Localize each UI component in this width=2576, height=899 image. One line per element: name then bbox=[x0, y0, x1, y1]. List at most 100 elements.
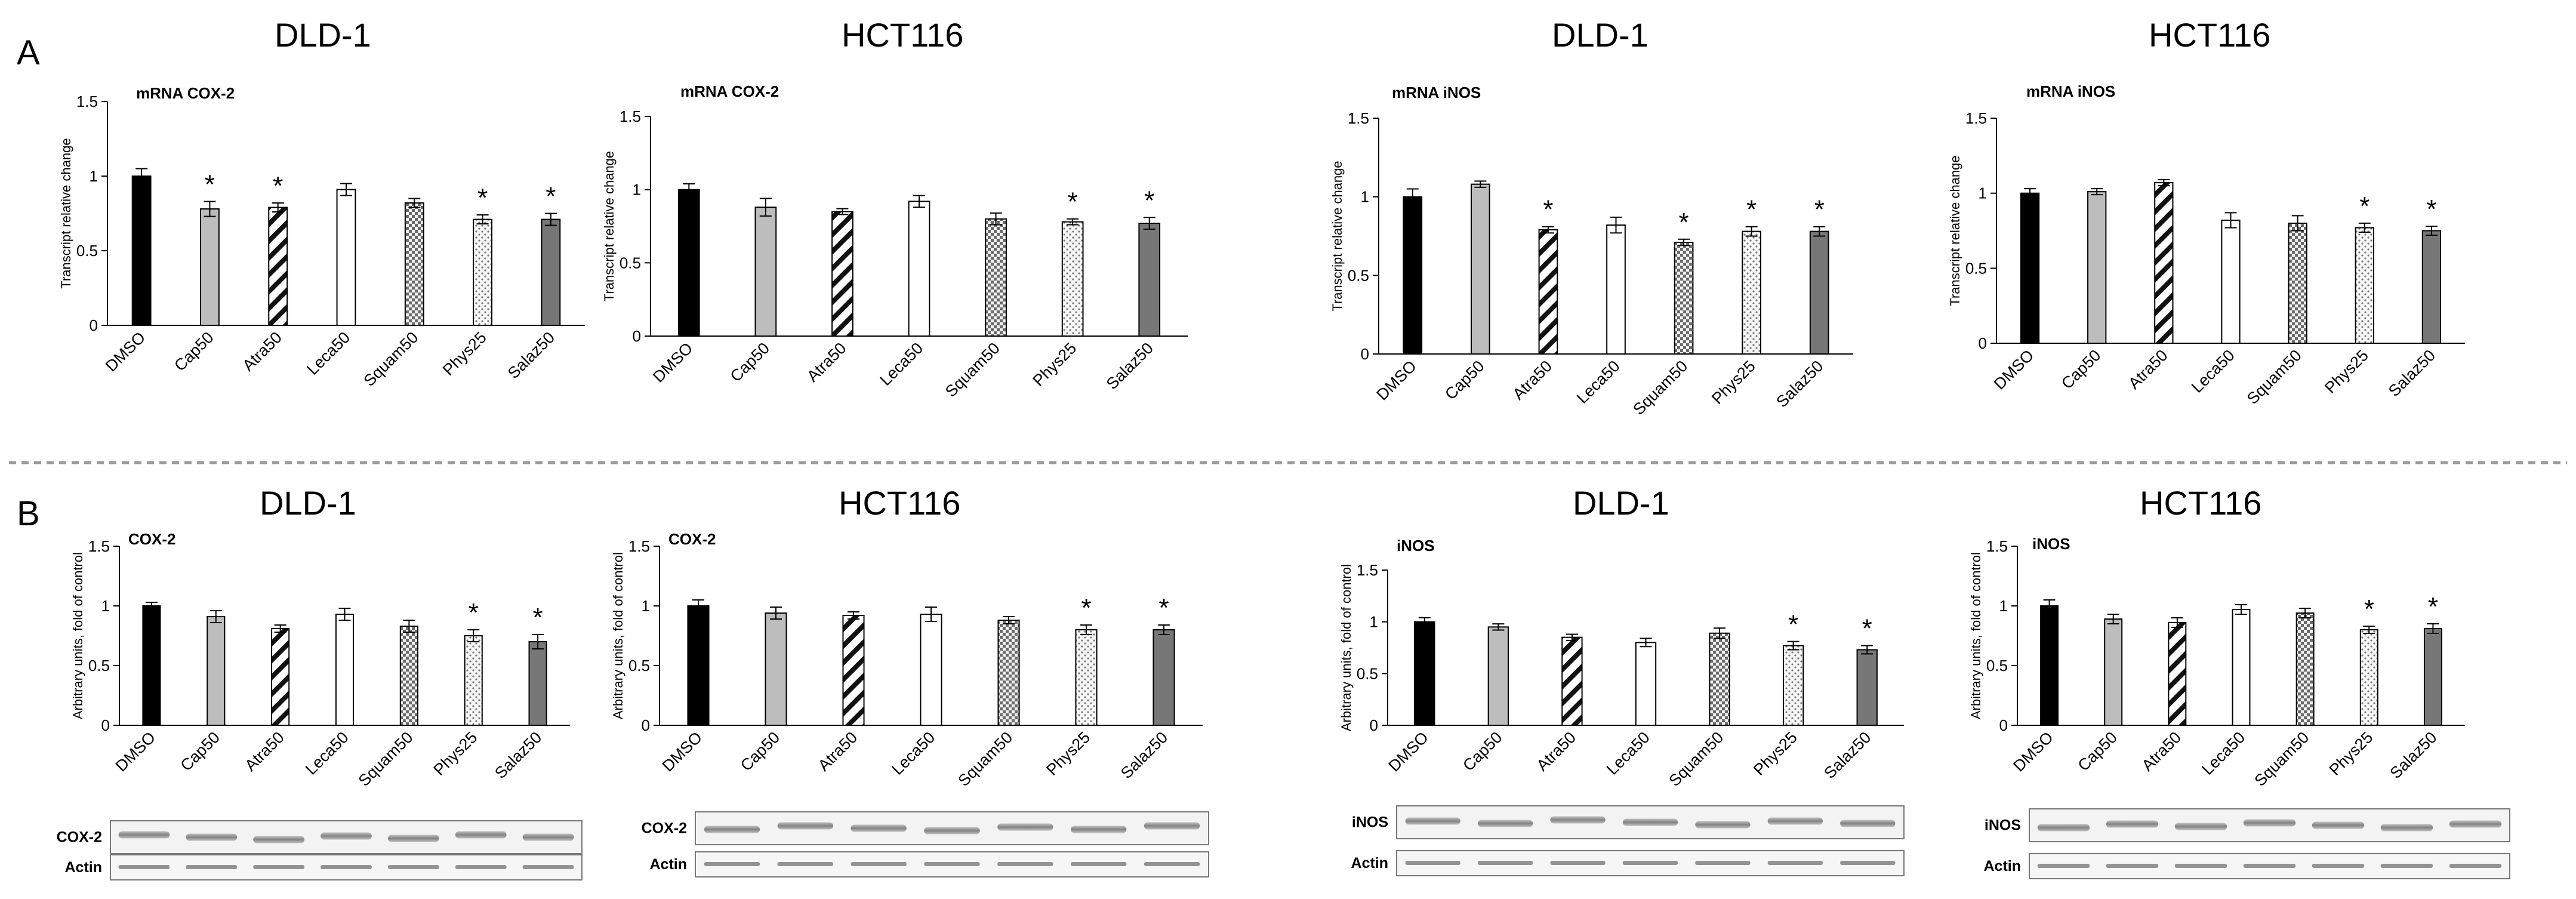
y-axis-label: Transcript relative change bbox=[1948, 155, 1962, 306]
x-tick-label: Phys25 bbox=[430, 728, 481, 779]
significance-marker: * bbox=[1158, 593, 1169, 623]
bar-salaz50 bbox=[2421, 230, 2442, 344]
y-tick-label: 1.5 bbox=[1348, 109, 1369, 127]
y-tick-label: 0 bbox=[101, 716, 110, 734]
blot-band-actin bbox=[1478, 861, 1533, 865]
bar-dmso bbox=[687, 605, 710, 726]
blot-band-actin bbox=[118, 865, 170, 869]
chart-title: DLD-1 bbox=[1552, 16, 1648, 54]
bar-cap50 bbox=[1471, 183, 1490, 355]
y-tick-label: 0.5 bbox=[628, 657, 650, 675]
blot-band-actin bbox=[321, 865, 372, 869]
x-tick-label: Atra50 bbox=[815, 728, 861, 774]
bar-atra50 bbox=[2168, 622, 2187, 726]
chart-title: HCT116 bbox=[2149, 16, 2270, 54]
blot-band-actin bbox=[455, 865, 507, 869]
significance-marker: * bbox=[469, 598, 479, 627]
x-tick-label: Squam50 bbox=[1629, 357, 1691, 418]
chart-1: DLD-1 mRNA COX-2 0 0.5 1 1.5 Transcript relati… bbox=[58, 16, 585, 390]
bar-atra50 bbox=[1561, 636, 1583, 726]
bar-salaz50 bbox=[541, 218, 561, 326]
bar-phys25 bbox=[1075, 629, 1098, 726]
y-tick-label: 0 bbox=[1370, 716, 1378, 734]
blot-band-target bbox=[777, 822, 833, 830]
bar-leca50 bbox=[336, 189, 356, 326]
blot-band-target bbox=[2106, 820, 2159, 828]
blot-band-actin bbox=[1144, 862, 1200, 866]
significance-marker: * bbox=[1814, 195, 1825, 224]
x-tick-label: DMSO bbox=[1385, 728, 1432, 775]
bar-phys25 bbox=[473, 218, 493, 326]
blot-label-actin: Actin bbox=[1984, 858, 2022, 875]
blot-band-target bbox=[1622, 818, 1678, 826]
blot-band-target bbox=[2243, 819, 2296, 827]
y-tick-label: 0 bbox=[1979, 334, 1987, 352]
y-axis-label: Arbitrary units, fold of control bbox=[611, 552, 625, 719]
blot-band-actin bbox=[1622, 861, 1678, 865]
x-tick-label: Leca50 bbox=[888, 728, 938, 778]
bar-leca50 bbox=[1606, 224, 1626, 355]
x-tick-label: Leca50 bbox=[303, 328, 353, 378]
western-blot-4: iNOS Actin bbox=[1984, 808, 2510, 879]
bar-atra50 bbox=[1538, 229, 1558, 355]
blot-band-target bbox=[1550, 816, 1606, 824]
western-blots-layer: COX-2 Actin COX-2 Actin iNOS Actin iNOS Actin bbox=[57, 805, 2510, 880]
blot-band-target bbox=[704, 826, 760, 833]
western-blot-2: COX-2 Actin bbox=[642, 811, 1209, 878]
blot-band-target bbox=[522, 833, 574, 841]
blot-band-actin bbox=[2449, 864, 2502, 868]
chart-subtitle: COX-2 bbox=[128, 530, 175, 548]
blot-band-actin bbox=[997, 862, 1053, 866]
bar-squam50 bbox=[1674, 242, 1694, 355]
bar-dmso bbox=[1403, 196, 1423, 355]
y-tick-label: 0 bbox=[1361, 345, 1369, 363]
chart-2: HCT116 mRNA COX-2 0 0.5 1 1.5 Transcript relat… bbox=[602, 16, 1188, 401]
x-tick-label: Atra50 bbox=[241, 728, 287, 774]
blot-band-target bbox=[1478, 820, 1533, 827]
bar-dmso bbox=[131, 176, 152, 326]
significance-marker: * bbox=[273, 171, 283, 201]
y-tick-label: 1 bbox=[1999, 597, 2008, 615]
y-tick-label: 1.5 bbox=[620, 107, 641, 125]
bar-cap50 bbox=[1487, 626, 1509, 726]
x-tick-label: Leca50 bbox=[2198, 728, 2248, 778]
blot-label-target: iNOS bbox=[1985, 817, 2021, 834]
blot-band-target bbox=[2449, 820, 2502, 828]
x-tick-label: Cap50 bbox=[727, 339, 773, 385]
x-tick-label: Salaz50 bbox=[1773, 357, 1826, 411]
significance-marker: * bbox=[1746, 195, 1757, 224]
x-tick-label: DMSO bbox=[2010, 728, 2056, 775]
x-tick-label: DMSO bbox=[102, 328, 149, 375]
y-tick-label: 0.5 bbox=[1357, 664, 1378, 682]
blot-band-target bbox=[2312, 821, 2365, 829]
chart-subtitle: mRNA COX-2 bbox=[680, 82, 779, 100]
blot-band-actin bbox=[186, 865, 238, 869]
y-tick-label: 1.5 bbox=[628, 537, 650, 555]
blot-band-actin bbox=[704, 862, 760, 866]
bar-dmso bbox=[142, 605, 161, 726]
y-tick-label: 1.5 bbox=[1357, 561, 1378, 579]
x-tick-label: Squam50 bbox=[360, 328, 422, 390]
x-tick-label: DMSO bbox=[112, 728, 159, 775]
bar-cap50 bbox=[765, 612, 787, 726]
x-tick-label: Salaz50 bbox=[2385, 346, 2439, 400]
blot-band-actin bbox=[777, 862, 833, 866]
x-tick-label: Cap50 bbox=[171, 328, 217, 374]
x-tick-label: Phys25 bbox=[439, 328, 490, 379]
chart-subtitle: mRNA COX-2 bbox=[136, 84, 235, 102]
bar-phys25 bbox=[2359, 629, 2378, 726]
bar-cap50 bbox=[200, 208, 220, 326]
x-tick-label: Squam50 bbox=[2244, 346, 2305, 408]
x-tick-label: Cap50 bbox=[737, 728, 783, 774]
significance-marker: * bbox=[1144, 186, 1154, 215]
y-axis-label: Arbitrary units, fold of control bbox=[70, 552, 85, 719]
bar-salaz50 bbox=[1138, 223, 1161, 337]
western-blot-3: iNOS Actin bbox=[1351, 805, 1905, 876]
x-tick-label: Cap50 bbox=[2074, 728, 2120, 774]
y-tick-label: 1.5 bbox=[1965, 109, 1987, 127]
x-tick-label: Cap50 bbox=[2058, 346, 2104, 392]
blot-band-target bbox=[118, 831, 170, 839]
y-tick-label: 1 bbox=[1361, 188, 1369, 206]
blot-band-actin bbox=[1767, 861, 1823, 865]
